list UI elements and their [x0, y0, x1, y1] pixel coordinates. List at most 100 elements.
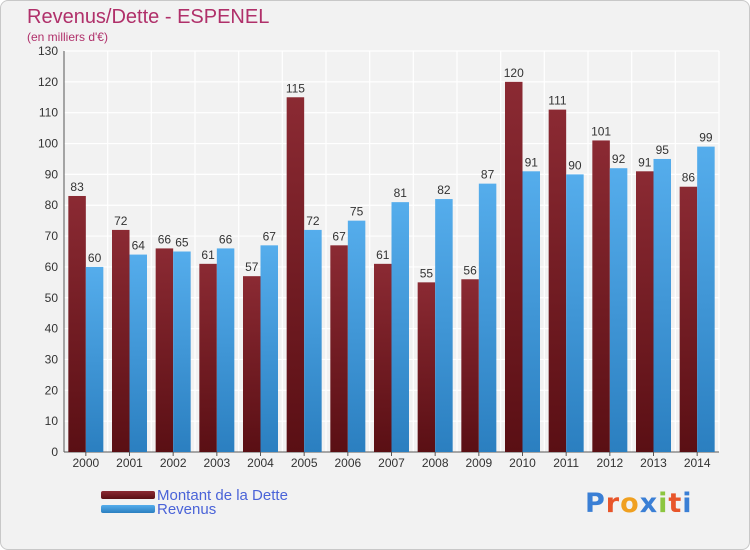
logo-letter: o — [620, 488, 640, 519]
bar-revenus — [260, 245, 278, 452]
y-tick-label: 60 — [45, 260, 59, 274]
data-label: 61 — [376, 248, 390, 262]
x-tick-label: 2006 — [334, 456, 361, 470]
chart-title: Revenus/Dette - ESPENEL — [27, 6, 270, 28]
bar-dette — [68, 195, 86, 452]
bar-revenus — [85, 266, 104, 452]
data-label: 65 — [175, 236, 189, 250]
x-tick-label: 2002 — [160, 456, 187, 470]
data-label: 83 — [70, 180, 84, 194]
bar-revenus — [522, 171, 540, 453]
bar-dette — [112, 229, 130, 452]
x-tick-label: 2014 — [684, 456, 711, 470]
bar-revenus — [129, 254, 147, 452]
logo-letter: t — [668, 488, 683, 519]
bar-revenus — [173, 251, 191, 452]
bar-dette — [374, 263, 392, 452]
x-tick-label: 2009 — [465, 456, 492, 470]
bar-dette — [461, 279, 479, 452]
x-tick-label: 2012 — [596, 456, 623, 470]
data-label: 61 — [201, 248, 215, 262]
bar-revenus — [391, 202, 409, 452]
bar-dette — [417, 282, 436, 452]
data-label: 60 — [88, 251, 102, 265]
y-tick-label: 90 — [45, 167, 59, 181]
legend-item-dette: Montant de la Dette — [101, 486, 288, 504]
data-label: 91 — [525, 155, 539, 169]
logo-letter: r — [605, 488, 621, 519]
data-label: 55 — [420, 266, 434, 280]
data-label: 92 — [612, 152, 626, 166]
data-label: 111 — [548, 94, 567, 108]
chart-subtitle: (en milliers d'€) — [27, 30, 108, 44]
legend-swatch-dette — [101, 491, 155, 499]
data-label: 67 — [263, 229, 277, 243]
legend-swatch-revenus — [101, 505, 155, 513]
bar-revenus — [697, 146, 715, 452]
bar-dette — [592, 140, 610, 452]
bar-dette — [548, 109, 567, 452]
x-tick-label: 2004 — [247, 456, 274, 470]
y-tick-label: 110 — [39, 106, 58, 120]
bar-revenus — [304, 229, 322, 452]
data-label: 101 — [591, 124, 611, 138]
x-tick-label: 2013 — [640, 456, 667, 470]
x-tick-label: 2000 — [72, 456, 99, 470]
bar-revenus — [435, 199, 453, 452]
data-label: 72 — [114, 214, 128, 228]
data-label: 95 — [656, 143, 670, 157]
data-label: 57 — [245, 260, 259, 274]
data-label: 82 — [437, 183, 451, 197]
bar-dette — [330, 245, 348, 452]
y-tick-label: 120 — [38, 75, 58, 89]
proxiti-logo: Proxiti — [585, 488, 693, 519]
legend-label-dette: Montant de la Dette — [157, 486, 288, 504]
data-label: 72 — [306, 214, 320, 228]
data-label: 56 — [463, 263, 477, 277]
data-label: 75 — [350, 205, 364, 219]
legend-label-revenus: Revenus — [157, 500, 217, 518]
bar-dette — [505, 81, 523, 452]
bar-dette — [679, 186, 698, 452]
logo-letter: x — [639, 488, 659, 519]
data-label: 81 — [394, 186, 408, 200]
bars — [68, 81, 715, 453]
x-tick-label: 2001 — [116, 456, 143, 470]
data-label: 115 — [286, 81, 305, 95]
data-label: 99 — [699, 131, 713, 145]
y-tick-label: 80 — [45, 198, 59, 212]
bar-dette — [636, 171, 654, 453]
x-tick-label: 2007 — [378, 456, 405, 470]
y-tick-label: 130 — [38, 44, 58, 58]
bar-dette — [243, 276, 261, 452]
bar-revenus — [566, 174, 584, 452]
y-tick-label: 0 — [51, 445, 58, 459]
y-tick-label: 100 — [38, 137, 58, 151]
data-label: 91 — [638, 155, 652, 169]
data-label: 90 — [568, 158, 582, 172]
bar-revenus — [478, 183, 497, 452]
bar-revenus — [653, 158, 671, 452]
bar-dette — [155, 248, 174, 452]
data-label: 66 — [219, 232, 233, 246]
x-tick-label: 2008 — [422, 456, 449, 470]
y-tick-label: 20 — [45, 383, 59, 397]
y-tick-label: 10 — [45, 414, 59, 428]
data-label: 86 — [682, 171, 696, 185]
data-label: 67 — [332, 229, 346, 243]
logo-letter: i — [658, 488, 669, 519]
data-label: 87 — [481, 168, 495, 182]
legend-item-revenus: Revenus — [101, 500, 217, 518]
logo-letter: P — [585, 488, 606, 519]
bar-dette — [199, 263, 217, 452]
x-tick-label: 2003 — [203, 456, 230, 470]
bar-revenus — [216, 248, 235, 452]
x-tick-label: 2011 — [553, 456, 579, 470]
bar-dette — [286, 97, 305, 453]
y-tick-label: 30 — [45, 352, 59, 366]
y-tick-label: 50 — [45, 291, 59, 305]
data-label: 120 — [504, 66, 524, 80]
